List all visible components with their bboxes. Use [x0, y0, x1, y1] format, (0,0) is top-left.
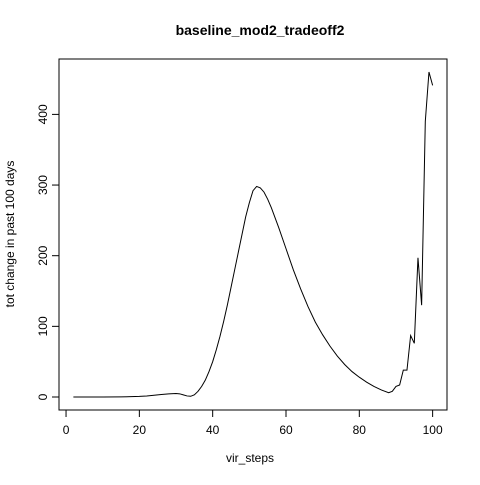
y-tick-label: 300 — [36, 175, 50, 195]
x-tick-label: 80 — [353, 423, 367, 437]
x-tick-label: 0 — [63, 423, 70, 437]
x-tick-label: 60 — [279, 423, 293, 437]
x-tick-label: 40 — [206, 423, 220, 437]
x-axis-label: vir_steps — [226, 451, 274, 465]
y-tick-label: 0 — [36, 393, 50, 400]
y-tick-label: 200 — [36, 245, 50, 265]
y-tick-label: 400 — [36, 104, 50, 124]
x-tick-label: 100 — [423, 423, 443, 437]
data-line — [73, 71, 434, 398]
y-tick-label: 100 — [36, 316, 50, 336]
x-tick-label: 20 — [133, 423, 147, 437]
chart-title: baseline_mod2_tradeoff2 — [176, 22, 345, 38]
y-axis-label: tot change in past 100 days — [3, 161, 17, 308]
